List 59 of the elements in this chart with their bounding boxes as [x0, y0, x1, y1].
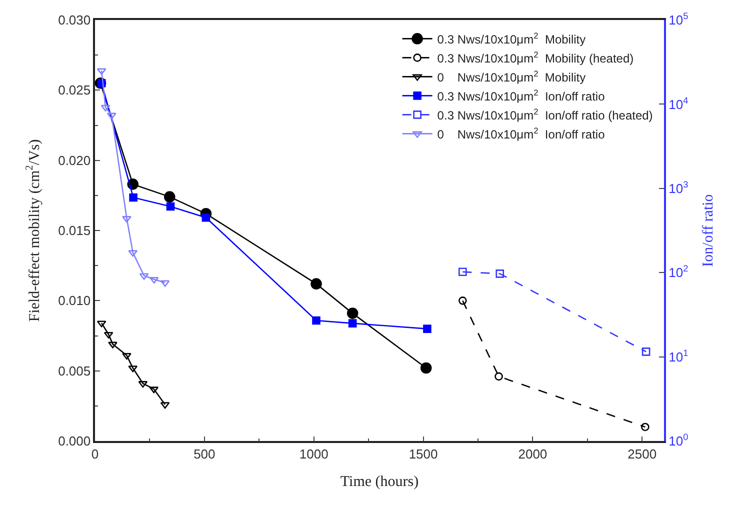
y-tick-label: 0.030	[58, 12, 91, 28]
y-tick-label: 0.025	[58, 82, 91, 98]
x-tick-label: 1000	[299, 446, 328, 462]
point	[346, 308, 358, 319]
point	[128, 366, 138, 372]
point	[423, 324, 432, 333]
point	[496, 270, 504, 278]
y2-axis-title: Ion/off ratio	[700, 194, 717, 267]
point	[122, 216, 132, 223]
point	[139, 273, 149, 280]
point	[458, 296, 467, 305]
y2-tick-label: 10$^{1}$	[668, 348, 688, 364]
x-tick-label: 500	[194, 446, 216, 462]
y2-tick-label: 10$^{0}$	[668, 432, 688, 449]
point	[149, 386, 159, 394]
y2-tick-label: 10$^{4}$	[668, 95, 688, 112]
legend-label: 0 Nws/10x10μm$^{2}$ Ion/off ratio	[437, 125, 606, 142]
y-tick-label: 0.000	[58, 434, 91, 449]
y-tick-label: 0.010	[58, 293, 91, 308]
point	[108, 342, 118, 348]
y2-tick-label: 10$^{2}$	[668, 264, 688, 280]
point	[642, 348, 650, 356]
legend-label: 0.3 Nws/10x10μm$^{2}$ Mobility	[437, 30, 586, 46]
point	[164, 191, 176, 202]
point	[129, 193, 138, 202]
point	[494, 372, 503, 381]
legend-label: 0.3 Nws/10x10μm$^{2}$ Mobility (heated)	[437, 49, 634, 66]
point	[202, 213, 210, 222]
point	[458, 268, 467, 276]
point	[166, 202, 175, 211]
x-tick-label: 2000	[518, 446, 548, 462]
point	[96, 320, 106, 328]
legend-label: 0.3 Nws/10x10μm$^{2}$ Ion/off ratio	[437, 87, 606, 104]
legend-label: 0.3 Nws/10x10μm$^{2}$ Ion/off ratio (heated)	[437, 106, 653, 122]
point	[106, 112, 116, 120]
point	[100, 104, 110, 112]
point	[420, 362, 432, 374]
point	[348, 319, 357, 328]
x-axis-title: Time (hours)	[340, 474, 419, 490]
point	[160, 280, 170, 287]
point	[104, 332, 114, 338]
y2-tick-label: 10$^{3}$	[668, 179, 688, 196]
point	[138, 381, 148, 388]
y-tick-label: 0.020	[58, 152, 91, 168]
point	[641, 422, 650, 432]
point	[122, 353, 132, 360]
y-tick-label: 0.005	[58, 363, 91, 378]
legend-label: 0 Nws/10x10μm$^{2}$ Mobility	[437, 68, 586, 84]
y-tick-label: 0.015	[58, 223, 91, 238]
point	[312, 316, 320, 325]
point	[128, 250, 138, 257]
x-tick-label: 2500	[628, 446, 657, 462]
y2-tick-label: 10$^{5}$	[668, 11, 688, 28]
point	[149, 277, 159, 284]
x-tick-label: 0	[91, 446, 99, 462]
point	[160, 402, 170, 409]
x-tick-label: 1500	[408, 446, 438, 462]
point	[310, 278, 322, 290]
point	[96, 68, 106, 75]
